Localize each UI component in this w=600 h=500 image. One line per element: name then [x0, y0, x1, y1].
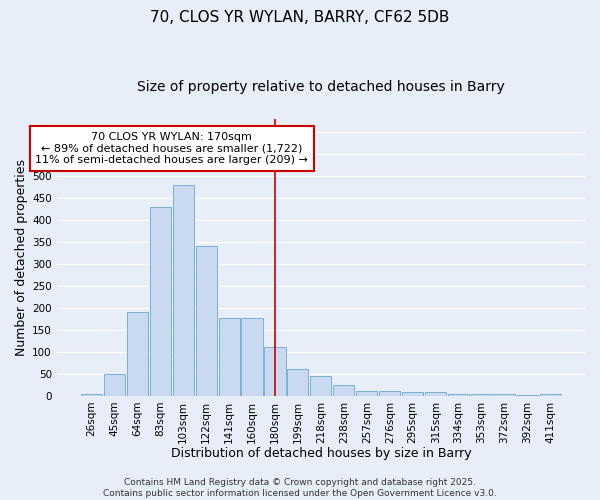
- Bar: [333, 386, 355, 396]
- Bar: [517, 394, 538, 396]
- Bar: [127, 312, 148, 396]
- Bar: [402, 392, 423, 396]
- Bar: [494, 394, 515, 396]
- Y-axis label: Number of detached properties: Number of detached properties: [15, 159, 28, 356]
- Bar: [149, 206, 171, 396]
- X-axis label: Distribution of detached houses by size in Barry: Distribution of detached houses by size …: [170, 447, 471, 460]
- Bar: [218, 318, 239, 396]
- Text: 70 CLOS YR WYLAN: 170sqm
← 89% of detached houses are smaller (1,722)
11% of sem: 70 CLOS YR WYLAN: 170sqm ← 89% of detach…: [35, 132, 308, 165]
- Bar: [379, 391, 400, 396]
- Bar: [287, 368, 308, 396]
- Text: 70, CLOS YR WYLAN, BARRY, CF62 5DB: 70, CLOS YR WYLAN, BARRY, CF62 5DB: [151, 10, 449, 25]
- Bar: [173, 184, 194, 396]
- Text: Contains HM Land Registry data © Crown copyright and database right 2025.
Contai: Contains HM Land Registry data © Crown c…: [103, 478, 497, 498]
- Bar: [425, 392, 446, 396]
- Bar: [310, 376, 331, 396]
- Bar: [81, 394, 102, 396]
- Bar: [196, 246, 217, 396]
- Title: Size of property relative to detached houses in Barry: Size of property relative to detached ho…: [137, 80, 505, 94]
- Bar: [540, 394, 561, 396]
- Bar: [356, 391, 377, 396]
- Bar: [104, 374, 125, 396]
- Bar: [265, 348, 286, 396]
- Bar: [471, 394, 492, 396]
- Bar: [448, 394, 469, 396]
- Bar: [241, 318, 263, 396]
